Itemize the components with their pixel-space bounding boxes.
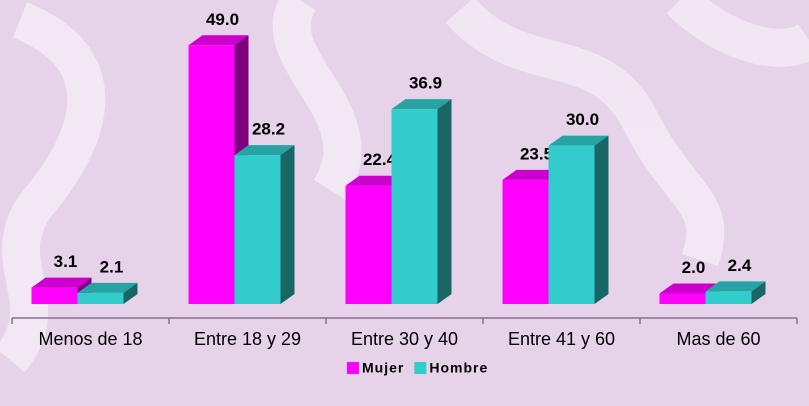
bar	[706, 291, 752, 304]
value-label: 2.4	[728, 256, 752, 275]
legend-label: Mujer	[362, 360, 404, 376]
value-label: 30.0	[566, 110, 599, 129]
value-label: 36.9	[409, 74, 442, 93]
bar-side-shade	[438, 99, 452, 304]
x-tick-label: Entre 30 y 40	[351, 329, 458, 349]
x-tick-label: Mas de 60	[676, 329, 760, 349]
x-tick-label: Entre 18 y 29	[194, 329, 301, 349]
bar	[235, 155, 281, 304]
legend-label: Hombre	[429, 360, 488, 376]
bar-3d	[549, 136, 609, 304]
legend-swatch	[347, 362, 359, 374]
value-label: 49.0	[206, 10, 239, 29]
value-label: 2.0	[682, 258, 706, 277]
bar	[78, 293, 124, 304]
bar	[32, 288, 78, 304]
bar-side-shade	[595, 136, 609, 304]
legend-swatch	[414, 362, 426, 374]
bar-side-shade	[281, 145, 295, 304]
value-label: 28.2	[252, 120, 285, 139]
bar	[346, 186, 392, 304]
x-tick-label: Entre 41 y 60	[508, 329, 615, 349]
bar	[189, 45, 235, 304]
page: {"chart_data": {"type": "bar3d", "catego…	[0, 0, 809, 406]
bar	[549, 146, 595, 304]
bar-3d	[235, 145, 295, 304]
bar	[660, 293, 706, 304]
bar-3d	[392, 99, 452, 304]
value-label: 2.1	[100, 257, 124, 276]
bar	[503, 180, 549, 304]
x-tick-label: Menos de 18	[38, 329, 142, 349]
value-label: 3.1	[54, 252, 78, 271]
bar	[392, 109, 438, 304]
value-label: 23.5	[520, 144, 553, 163]
chart: Menos de 18 3.1 2.1 Entre 18 y 29 49.0 28.2 En…	[0, 0, 809, 406]
